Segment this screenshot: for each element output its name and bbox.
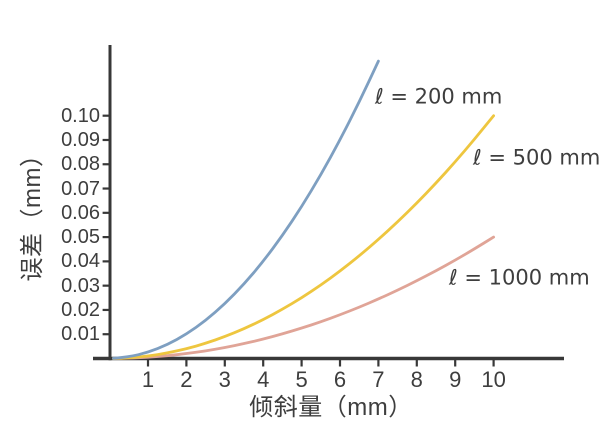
series-label-l-1000mm: ℓ = 1000 mm	[449, 265, 590, 290]
curve-l-500mm	[112, 114, 495, 360]
y-tick-label: 0.03	[61, 274, 100, 297]
y-tick-label: 0.07	[61, 177, 100, 200]
curve-l-1000mm	[112, 235, 495, 360]
y-tick-label: 0.04	[61, 250, 100, 273]
y-tick-label: 0.09	[61, 128, 100, 151]
series-label-l-500mm: ℓ = 500 mm	[473, 145, 600, 170]
y-tick-label: 0.08	[61, 153, 100, 176]
axis-ticks	[102, 114, 495, 367]
y-tick-label: 0.10	[61, 104, 100, 127]
y-tick-label: 0.02	[61, 298, 100, 321]
x-tick-label: 4	[257, 367, 270, 392]
y-tick-label: 0.01	[61, 323, 100, 346]
x-axis-title: 倾斜量（mm）	[249, 394, 413, 421]
x-tick-label: 2	[180, 367, 193, 392]
x-tick-label: 10	[481, 367, 506, 392]
curve-l-200mm	[112, 59, 380, 360]
x-tick-label: 5	[295, 367, 308, 392]
axes	[93, 45, 564, 361]
x-tick-label: 7	[372, 367, 385, 392]
x-tick-label: 8	[410, 367, 423, 392]
x-tick-label: 1	[141, 367, 155, 392]
y-tick-label: 0.05	[61, 226, 100, 249]
x-tick-label: 6	[333, 367, 347, 392]
x-tick-label: 3	[218, 367, 231, 392]
x-tick-label: 9	[449, 367, 462, 392]
series-label-l-200mm: ℓ = 200 mm	[375, 84, 503, 109]
curves	[112, 59, 495, 360]
y-tick-label: 0.06	[61, 201, 100, 224]
